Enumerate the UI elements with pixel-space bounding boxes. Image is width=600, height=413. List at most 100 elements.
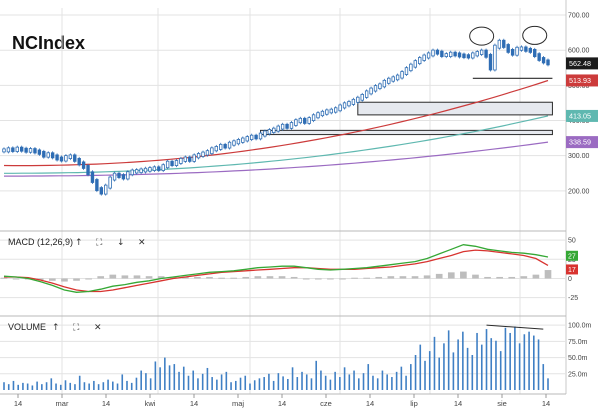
- price-candle: [214, 146, 218, 152]
- macd-histogram-bar: [242, 276, 250, 279]
- price-candle: [170, 160, 174, 167]
- price-candle: [37, 149, 42, 155]
- price-candle: [462, 53, 466, 59]
- price-candle: [387, 77, 391, 84]
- expand-icon[interactable]: ⛶: [95, 237, 103, 248]
- macd-histogram-bar: [109, 274, 117, 279]
- price-candle: [258, 132, 263, 140]
- top-ellipse-annotation: [522, 25, 548, 45]
- price-candle: [59, 156, 64, 162]
- macd-histogram-bar: [121, 275, 129, 279]
- macd-histogram-bar: [363, 277, 370, 279]
- expand-icon[interactable]: ⛶: [72, 322, 80, 333]
- chart-title: NCIndex: [12, 33, 85, 53]
- price-candle: [157, 166, 161, 171]
- price-candle: [161, 164, 165, 171]
- arrow-down-icon[interactable]: ↓: [117, 238, 125, 248]
- x-tick-label: 14: [542, 399, 550, 408]
- macd-histogram-bar: [218, 277, 225, 279]
- close-icon[interactable]: ✕: [138, 238, 146, 248]
- macd-histogram-bar: [411, 276, 419, 279]
- price-candle: [227, 141, 232, 149]
- price-candle: [298, 117, 303, 124]
- price-candle: [108, 176, 112, 189]
- price-candle: [33, 148, 37, 154]
- price-candle: [210, 147, 214, 155]
- price-candle: [510, 48, 515, 56]
- price-candle: [440, 50, 444, 58]
- x-tick-label: 14: [278, 399, 286, 408]
- volume-trend-line: [486, 324, 544, 330]
- macd-histogram-bar: [266, 276, 274, 279]
- macd-histogram-bar: [85, 278, 92, 280]
- price-candle: [139, 168, 143, 174]
- price-candle: [68, 154, 73, 159]
- price-candle: [134, 169, 139, 174]
- price-candle: [126, 171, 130, 180]
- macd-y-tick-label: -25: [568, 295, 578, 302]
- macd-histogram-bar: [375, 276, 383, 279]
- macd-histogram-bar: [399, 276, 407, 279]
- macd-histogram-bar: [169, 276, 177, 279]
- price-candle: [475, 51, 479, 57]
- price-candle: [55, 154, 59, 161]
- macd-histogram-bar: [423, 275, 431, 279]
- price-candle: [143, 167, 148, 173]
- price-candle: [325, 109, 329, 115]
- x-tick-label: sie: [497, 399, 507, 408]
- price-candle: [488, 53, 493, 71]
- price-candle: [373, 85, 378, 92]
- macd-histogram-bar: [157, 276, 165, 279]
- macd-histogram-bar: [61, 278, 68, 282]
- macd-histogram-bar: [278, 276, 286, 279]
- sma-mid-line: [4, 115, 549, 174]
- macd-histogram-bar: [520, 276, 528, 279]
- macd-legend: MACD (12,26,9): [8, 237, 73, 247]
- last-value-badge: [566, 136, 598, 149]
- last-value-label: 338.59: [569, 138, 591, 147]
- price-candle: [245, 136, 249, 142]
- price-candle: [320, 110, 325, 117]
- price-candle: [196, 153, 201, 159]
- price-candle: [188, 156, 192, 162]
- price-y-tick-label: 700.00: [568, 13, 590, 20]
- price-candle: [289, 122, 294, 129]
- price-candle: [28, 148, 33, 153]
- x-tick-label: kwi: [145, 399, 156, 408]
- price-candle: [400, 71, 404, 79]
- macd-histogram-bar: [49, 278, 56, 281]
- price-candle: [506, 44, 510, 53]
- x-tick-label: lip: [410, 399, 418, 408]
- x-tick-label: 14: [102, 399, 110, 408]
- price-candle: [165, 160, 170, 169]
- macd-last-value-badge: [566, 250, 578, 261]
- price-candle: [95, 179, 99, 191]
- macd-histogram-bar: [496, 276, 503, 279]
- macd-histogram-bar: [73, 278, 80, 281]
- last-value-badge: [566, 109, 598, 122]
- x-tick-label: cze: [320, 399, 332, 408]
- price-candle: [73, 154, 77, 162]
- price-candle: [448, 51, 453, 58]
- volume-y-tick-label: 50.0m: [568, 355, 588, 362]
- close-icon[interactable]: ✕: [94, 323, 102, 333]
- price-candle: [6, 147, 11, 153]
- price-candle: [46, 152, 50, 158]
- macd-histogram-bar: [97, 276, 105, 279]
- x-tick-label: 14: [190, 399, 198, 408]
- price-candle: [311, 114, 316, 122]
- price-candle: [391, 76, 395, 82]
- price-candle: [457, 52, 462, 58]
- arrow-up-icon[interactable]: ↑: [75, 238, 83, 248]
- price-candle: [64, 155, 68, 162]
- price-candle: [148, 167, 152, 172]
- x-tick-label: mar: [56, 399, 69, 408]
- price-candle: [409, 63, 413, 72]
- arrow-up-icon[interactable]: ↑: [52, 323, 60, 333]
- price-candle: [42, 150, 46, 158]
- last-value-badge: [566, 57, 598, 70]
- x-axis: 14 mar 14 kwi 14 maj 14 cze 14 lip 14 sie 14: [14, 394, 550, 408]
- macd-y-tick-label: 50: [568, 238, 576, 245]
- price-candle: [183, 156, 188, 162]
